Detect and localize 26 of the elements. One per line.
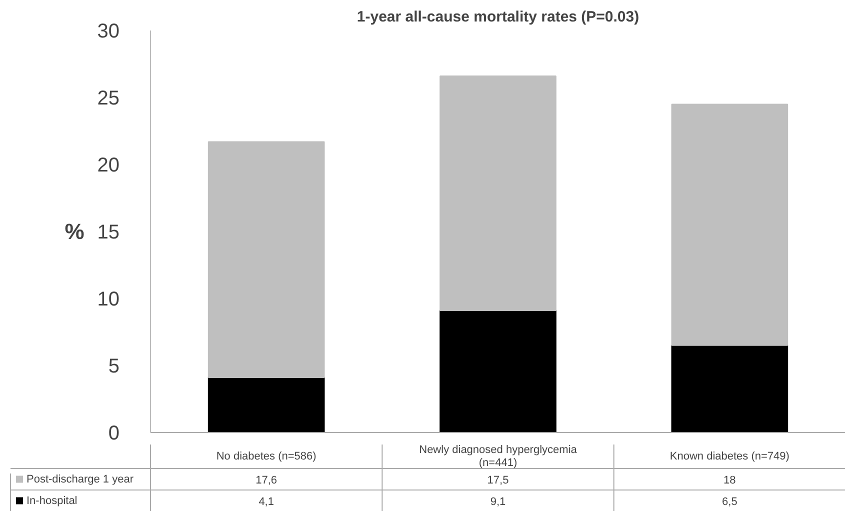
y-axis-title: % — [64, 219, 84, 244]
x-tick-label: Known diabetes (n=749) — [670, 450, 790, 462]
data-label: 9,1 — [490, 496, 506, 508]
y-tick-label: 30 — [97, 20, 120, 42]
x-tick-label: Newly diagnosed hyperglycemia (n=441) — [419, 444, 578, 469]
y-tick-label: 20 — [97, 154, 120, 176]
bar — [208, 377, 325, 432]
data-label: 4,1 — [258, 496, 274, 508]
bar — [440, 310, 556, 432]
legend-label: In-hospital — [26, 494, 78, 507]
chart-title: 1-year all-cause mortality rates (P=0.03) — [356, 8, 640, 26]
data-label: 17,5 — [487, 474, 509, 486]
data-label: 18 — [724, 474, 736, 486]
bar — [671, 344, 788, 432]
y-tick-label: 15 — [97, 222, 120, 244]
bar — [671, 104, 788, 346]
bar — [440, 76, 556, 312]
y-tick-label: 0 — [108, 422, 120, 444]
bar — [208, 141, 325, 378]
data-label: 17,6 — [256, 474, 278, 486]
data-label: 6,5 — [722, 496, 738, 508]
y-tick-label: 10 — [97, 288, 120, 310]
y-tick-label: 25 — [97, 88, 120, 110]
x-tick-label: No diabetes (n=586) — [216, 450, 316, 462]
y-tick-label: 5 — [108, 356, 120, 378]
legend-label: Post-discharge 1 year — [26, 473, 134, 486]
